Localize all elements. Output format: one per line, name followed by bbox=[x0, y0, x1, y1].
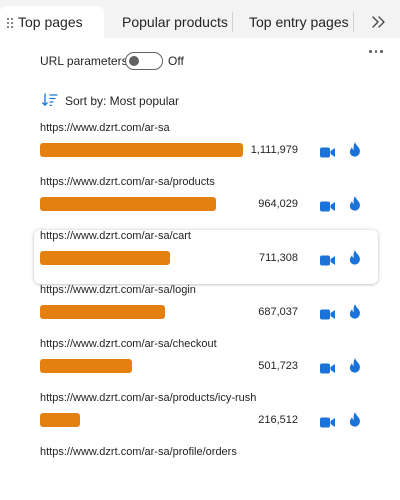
flame-icon[interactable] bbox=[349, 304, 361, 319]
toggle-knob bbox=[129, 56, 139, 66]
page-row[interactable]: https://www.dzrt.com/ar-sa/profile/order… bbox=[34, 446, 378, 500]
page-url[interactable]: https://www.dzrt.com/ar-sa bbox=[40, 122, 170, 134]
page-url[interactable]: https://www.dzrt.com/ar-sa/products/icy-… bbox=[40, 392, 257, 404]
page-views-bar bbox=[40, 359, 132, 373]
tab-top-entry-pages[interactable]: Top entry pages bbox=[249, 6, 349, 38]
page-views-bar bbox=[40, 143, 243, 157]
video-camera-icon[interactable] bbox=[320, 199, 335, 212]
chevron-double-right-icon[interactable] bbox=[368, 6, 390, 38]
video-camera-icon[interactable] bbox=[320, 145, 335, 158]
video-camera-icon[interactable] bbox=[320, 415, 335, 428]
flame-icon[interactable] bbox=[349, 358, 361, 373]
page-url[interactable]: https://www.dzrt.com/ar-sa/profile/order… bbox=[40, 446, 237, 458]
url-parameters-toggle[interactable] bbox=[125, 52, 163, 70]
toggle-state-label: Off bbox=[168, 54, 184, 68]
page-row[interactable]: https://www.dzrt.com/ar-sa/checkout 501,… bbox=[34, 338, 378, 392]
flame-icon[interactable] bbox=[349, 412, 361, 427]
page-row[interactable]: https://www.dzrt.com/ar-sa 1,111,979 bbox=[34, 122, 378, 176]
more-horizontal-icon[interactable] bbox=[368, 48, 384, 54]
url-parameters-label: URL parameters bbox=[40, 54, 128, 68]
page-url[interactable]: https://www.dzrt.com/ar-sa/login bbox=[40, 284, 196, 296]
page-row[interactable]: https://www.dzrt.com/ar-sa/cart 711,308 bbox=[34, 230, 378, 284]
page-views-count: 1,111,979 bbox=[250, 144, 298, 156]
page-views-count: 216,512 bbox=[258, 414, 298, 426]
tab-top-pages[interactable]: Top pages bbox=[0, 6, 104, 38]
flame-icon[interactable] bbox=[349, 142, 361, 157]
flame-icon[interactable] bbox=[349, 250, 361, 265]
tab-label: Top pages bbox=[18, 14, 83, 30]
page-views-bar bbox=[40, 413, 80, 427]
tab-divider bbox=[353, 12, 354, 32]
page-views-count: 687,037 bbox=[258, 306, 298, 318]
tab-label: Popular products bbox=[122, 14, 228, 30]
page-row[interactable]: https://www.dzrt.com/ar-sa/products 964,… bbox=[34, 176, 378, 230]
sort-descending-icon[interactable] bbox=[42, 93, 58, 107]
page-row[interactable]: https://www.dzrt.com/ar-sa/products/icy-… bbox=[34, 392, 378, 446]
drag-handle-icon[interactable] bbox=[6, 6, 14, 38]
sort-button[interactable]: Sort by: Most popular bbox=[65, 94, 180, 108]
page-views-bar bbox=[40, 305, 165, 319]
tab-popular-products[interactable]: Popular products bbox=[122, 6, 232, 38]
page-url[interactable]: https://www.dzrt.com/ar-sa/products bbox=[40, 176, 215, 188]
page-views-count: 711,308 bbox=[259, 252, 298, 264]
video-camera-icon[interactable] bbox=[320, 361, 335, 374]
page-url[interactable]: https://www.dzrt.com/ar-sa/cart bbox=[40, 230, 191, 242]
tab-label: Top entry pages bbox=[249, 14, 349, 30]
page-views-count: 501,723 bbox=[258, 360, 298, 372]
page-row[interactable]: https://www.dzrt.com/ar-sa/login 687,037 bbox=[34, 284, 378, 338]
page-views-count: 964,029 bbox=[258, 198, 298, 210]
flame-icon[interactable] bbox=[349, 196, 361, 211]
page-views-bar bbox=[40, 251, 170, 265]
video-camera-icon[interactable] bbox=[320, 307, 335, 320]
page-url[interactable]: https://www.dzrt.com/ar-sa/checkout bbox=[40, 338, 217, 350]
video-camera-icon[interactable] bbox=[320, 253, 335, 266]
page-views-bar bbox=[40, 197, 216, 211]
tab-divider bbox=[232, 12, 233, 32]
top-pages-panel: URL parameters Off Sort by: Most popular… bbox=[0, 38, 400, 481]
tab-bar: Top pages Popular products Top entry pag… bbox=[0, 0, 400, 38]
